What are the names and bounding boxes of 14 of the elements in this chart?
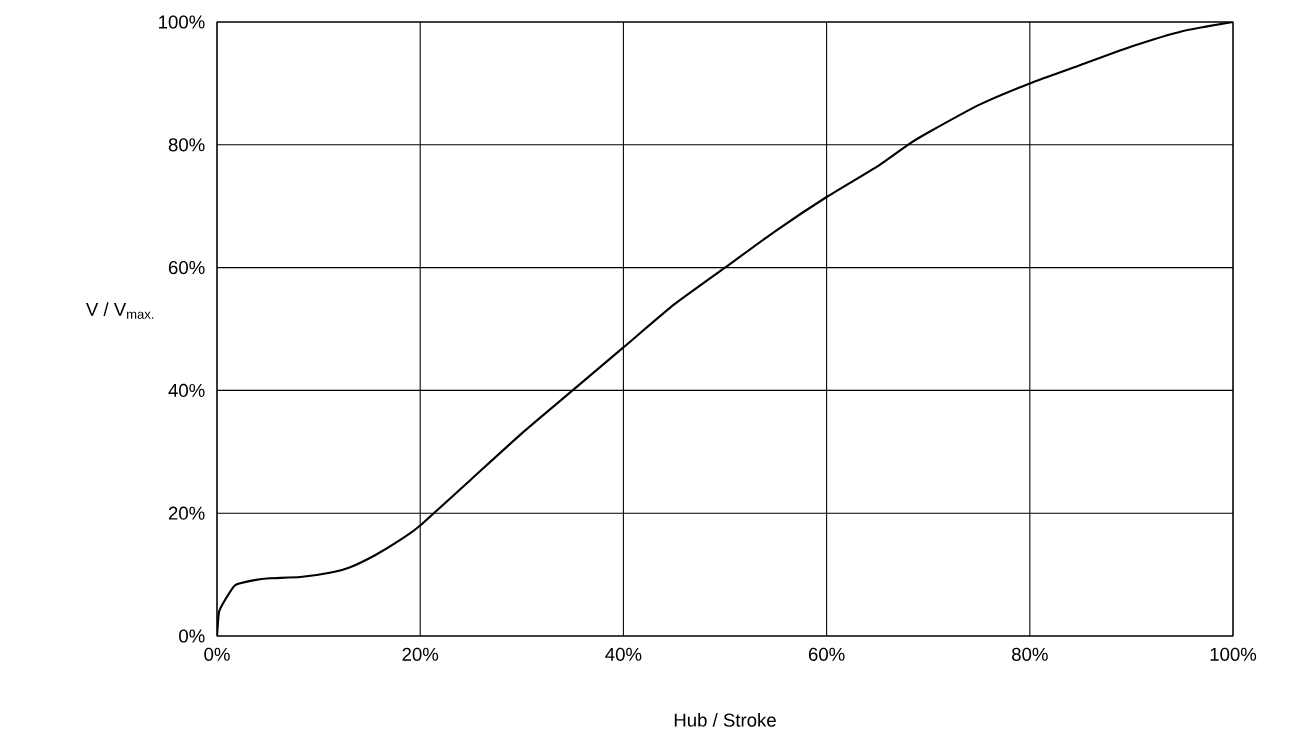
y-tick-label: 40%	[168, 383, 205, 397]
y-tick-label: 80%	[168, 138, 205, 152]
x-tick-label: 60%	[808, 647, 845, 661]
x-tick-label: 0%	[204, 647, 230, 661]
x-axis-title: Hub / Stroke	[674, 713, 776, 727]
y-tick-label: 0%	[179, 629, 205, 643]
y-tick-label: 60%	[168, 261, 205, 275]
x-tick-label: 100%	[1210, 647, 1257, 661]
y-tick-label: 100%	[159, 15, 205, 29]
x-tick-label: 80%	[1012, 647, 1048, 661]
x-tick-label: 40%	[605, 647, 642, 661]
x-tick-label: 20%	[402, 647, 439, 661]
y-tick-label: 20%	[168, 506, 205, 520]
y-axis-title: V / V$_{max.}$	[85, 302, 154, 319]
